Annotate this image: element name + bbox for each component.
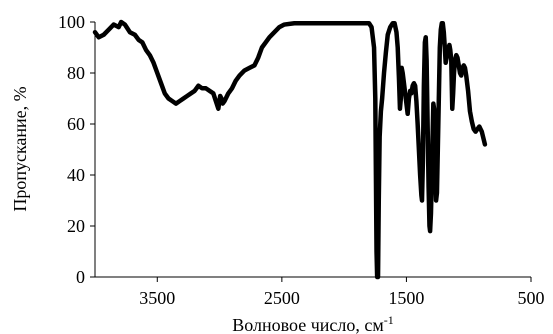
x-axis-title-text: Волновое число, см: [232, 315, 384, 334]
x-axis-title-superscript: -1: [384, 313, 394, 327]
y-tick-label: 40: [67, 165, 85, 185]
y-tick-label: 20: [67, 216, 85, 236]
spectrum-line-1: [92, 19, 488, 280]
x-axis-title: Волновое число, см-1: [232, 313, 394, 334]
x-tick-label: 3500: [139, 288, 175, 308]
y-tick-label: 0: [76, 267, 85, 287]
series-group: [92, 19, 488, 280]
x-tick-label: 2500: [264, 288, 300, 308]
y-tick-label: 80: [67, 63, 85, 83]
x-tick-label: 500: [518, 288, 545, 308]
y-tick-label: 100: [58, 12, 85, 32]
x-tick-group: 3500 2500 1500 500: [139, 277, 545, 308]
y-tick-group: 0 20 40 60 80 100: [58, 12, 95, 287]
y-axis-title: Пропускание, %: [10, 86, 30, 211]
y-tick-label: 60: [67, 114, 85, 134]
x-tick-label: 1500: [388, 288, 424, 308]
